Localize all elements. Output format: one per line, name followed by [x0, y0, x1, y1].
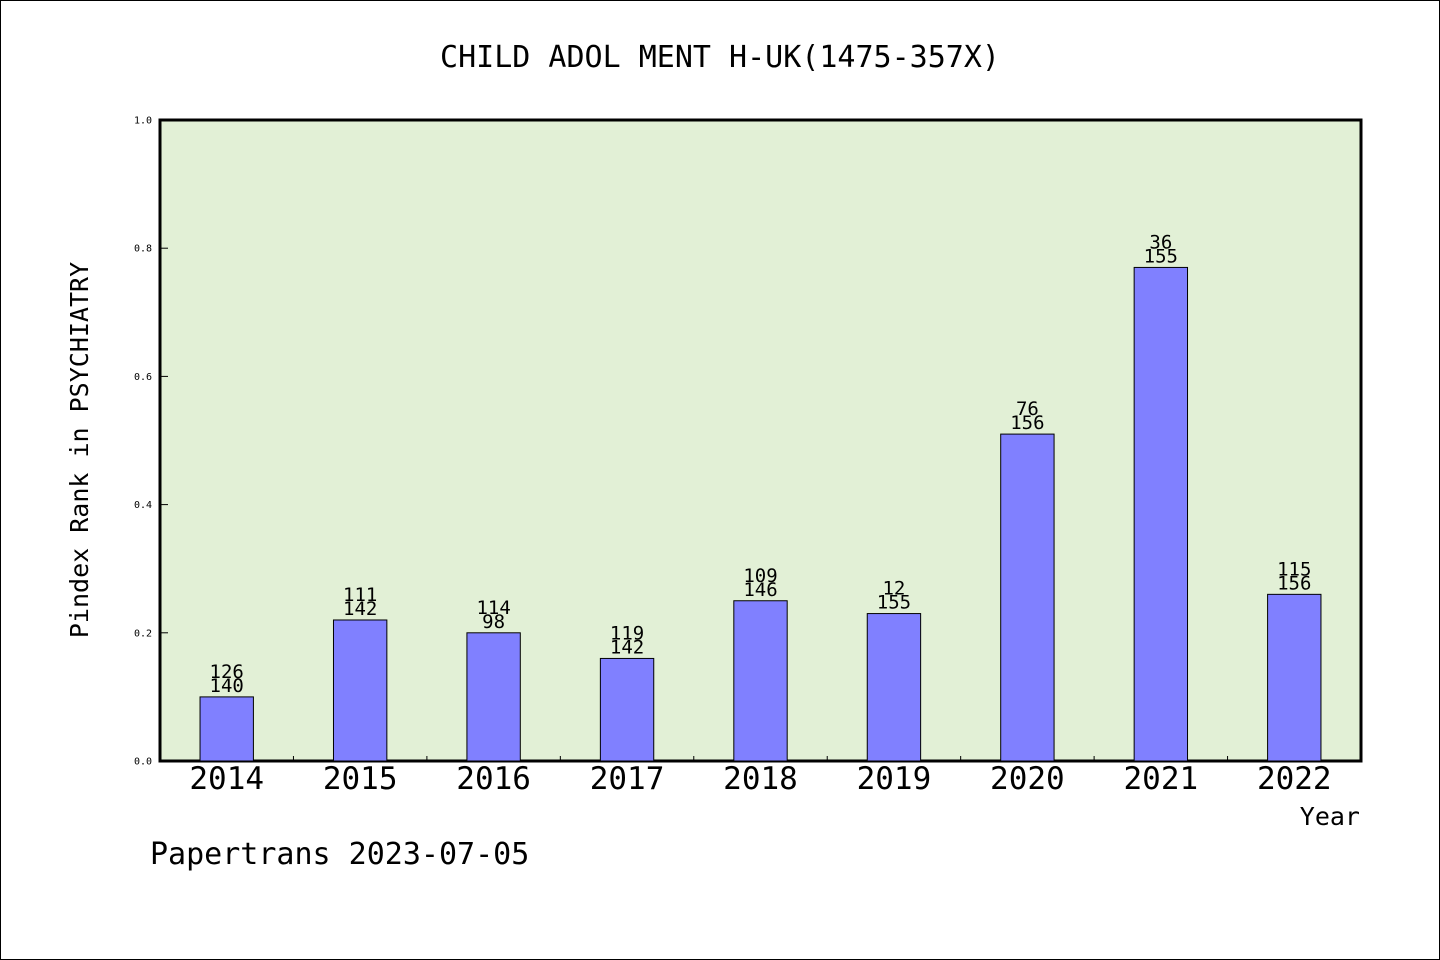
x-tick-label: 2020	[990, 761, 1065, 797]
chart-title: CHILD ADOL MENT H-UK(1475-357X)	[440, 40, 1000, 75]
bar-rank-label: 119	[610, 622, 644, 644]
bar-total-label: 146	[743, 579, 777, 601]
bar-rank-label: 114	[476, 597, 510, 619]
bar-2020	[1000, 433, 1055, 762]
bar-total-label: 98	[482, 611, 505, 633]
bar-total-label: 140	[210, 675, 244, 697]
y-axis-label: Pindex Rank in PSYCHIATRY	[65, 262, 94, 638]
bar-2016	[466, 632, 521, 762]
bar-2015	[332, 619, 388, 762]
bar-2014	[199, 696, 254, 762]
y-tick-label: 1.0	[134, 116, 152, 127]
y-tick-label: 0.4	[134, 500, 152, 511]
y-axis-ticks: 0.0 0.2 0.4 0.6 0.8 1.0	[134, 116, 168, 768]
bar-2021	[1133, 266, 1189, 762]
y-tick-label: 0.0	[134, 757, 152, 768]
bar-rank-label: 115	[1277, 558, 1311, 580]
y-tick-label: 0.2	[134, 628, 152, 639]
bar-total-label: 156	[1010, 412, 1044, 434]
y-tick-label: 0.6	[134, 372, 152, 383]
bar-2018	[733, 600, 788, 762]
bar-total-label: 155	[1144, 245, 1178, 267]
x-tick-label: 2016	[456, 761, 531, 797]
x-tick-label: 2022	[1257, 761, 1332, 797]
bar-total-label: 156	[1277, 572, 1311, 594]
bar-2022	[1267, 593, 1322, 762]
bar-2019	[866, 613, 922, 762]
bar-2017	[599, 657, 655, 762]
x-tick-label: 2014	[189, 761, 264, 797]
bar-rank-label: 12	[882, 578, 905, 600]
bar-total-label: 142	[343, 598, 377, 620]
x-tick-label: 2018	[723, 761, 798, 797]
bar-total-label: 142	[610, 636, 644, 658]
bar-rank-label: 126	[210, 661, 244, 683]
bar-rank-label: 36	[1149, 231, 1172, 253]
x-tick-label: 2019	[857, 761, 932, 797]
bar-total-label: 155	[877, 592, 911, 614]
bar-rank-label: 111	[343, 584, 377, 606]
x-tick-label: 2017	[590, 761, 665, 797]
x-axis-label: Year	[1300, 802, 1360, 831]
footer-credit: Papertrans 2023-07-05	[150, 837, 529, 872]
y-tick-label: 0.8	[134, 244, 152, 255]
bars	[199, 266, 1322, 762]
x-axis-ticks: 2014 2015 2016 2017 2018 2019 2020 2021 2022	[189, 756, 1332, 797]
x-tick-label: 2015	[323, 761, 398, 797]
bar-rank-label: 76	[1016, 398, 1039, 420]
bar-rank-label: 109	[743, 565, 777, 587]
x-tick-label: 2021	[1124, 761, 1199, 797]
